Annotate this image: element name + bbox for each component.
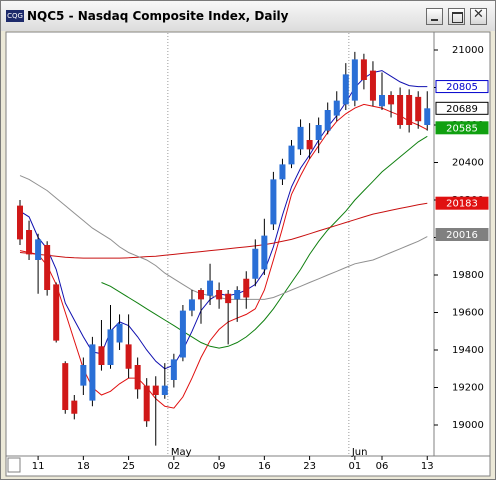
price-label-box: [435, 121, 489, 135]
month-label: May: [171, 447, 192, 458]
moving-average: [19, 103, 428, 409]
candle-body: [324, 110, 331, 131]
candle-body: [125, 344, 132, 369]
candle-body: [53, 284, 60, 341]
candle-body: [134, 365, 141, 390]
candle-body: [225, 293, 232, 304]
close-button[interactable]: ✕: [470, 7, 487, 25]
candle-body: [406, 95, 413, 125]
candle-body: [107, 329, 114, 365]
candle-body: [179, 310, 186, 358]
window-title: NQC5 - Nasdaq Composite Index, Daily: [27, 9, 289, 23]
candle-body: [116, 323, 123, 343]
y-tick-label: 19800: [452, 270, 484, 281]
price-label-box: [435, 228, 489, 241]
candle-body: [143, 385, 150, 422]
app-icon: CQG: [6, 10, 24, 22]
x-tick-label: 02: [167, 461, 180, 472]
corner-box[interactable]: [7, 457, 21, 473]
moving-average: [19, 202, 428, 259]
candle-body: [261, 235, 268, 270]
candle-body: [234, 290, 241, 300]
moving-average: [101, 135, 428, 349]
candle-body: [216, 290, 223, 300]
candle-body: [379, 95, 385, 107]
price-label: 20585: [446, 123, 478, 134]
candle-body: [424, 108, 431, 125]
candle-body: [98, 346, 105, 365]
x-tick-label: 23: [303, 461, 316, 472]
candle-body: [35, 239, 42, 260]
price-label-box: [435, 101, 489, 115]
moving-average: [19, 175, 428, 300]
minimize-button[interactable]: [426, 8, 443, 25]
candle-body: [369, 70, 376, 101]
x-tick-label: 01: [348, 461, 361, 472]
price-label: 20183: [446, 199, 478, 210]
x-tick-label: 11: [32, 461, 45, 472]
y-tick-label: 20400: [452, 158, 484, 169]
candle-body: [161, 385, 168, 395]
price-label: 20805: [446, 82, 478, 93]
candle-body: [360, 59, 367, 80]
maximize-button[interactable]: [448, 8, 465, 25]
price-label-box: [435, 80, 489, 94]
candle-body: [26, 230, 33, 255]
candle-body: [306, 140, 313, 150]
candle-body: [415, 96, 422, 122]
candle-body: [279, 164, 286, 180]
candle-body: [207, 280, 214, 296]
x-tick-label: 18: [77, 461, 90, 472]
candle-body: [198, 290, 204, 300]
candle-body: [388, 95, 395, 105]
candle-body: [342, 74, 349, 105]
x-tick-label: 09: [213, 461, 226, 472]
title-bar: CQG NQC5 - Nasdaq Composite Index, Daily…: [1, 1, 495, 31]
x-tick-label: 06: [376, 461, 389, 472]
candle-body: [288, 145, 295, 165]
candle-body: [252, 248, 259, 279]
candle-body: [17, 205, 23, 240]
candle-body: [80, 365, 87, 386]
candle-body: [315, 125, 322, 140]
y-tick-label: 19400: [452, 345, 484, 356]
candle-body: [270, 179, 277, 225]
candle-body: [243, 278, 250, 298]
candle-body: [170, 359, 177, 380]
candle-body: [297, 126, 304, 150]
candle-body: [333, 100, 340, 116]
y-tick-label: 21000: [452, 45, 484, 56]
candle-body: [62, 363, 69, 410]
price-label: 20689: [446, 104, 478, 115]
month-label: Jun: [351, 447, 368, 458]
moving-average: [19, 70, 428, 370]
candle-body: [188, 299, 195, 311]
x-tick-label: 16: [258, 461, 271, 472]
candle-body: [44, 245, 51, 290]
candle-body: [71, 400, 78, 414]
candle-body: [152, 385, 159, 395]
y-tick-label: 19000: [452, 420, 484, 431]
candle-body: [351, 59, 358, 101]
y-tick-label: 19200: [452, 383, 484, 394]
candle-body: [89, 344, 96, 401]
x-tick-label: 25: [122, 461, 135, 472]
price-label-box: [435, 196, 489, 210]
x-tick-label: 13: [421, 461, 434, 472]
price-label: 20016: [446, 230, 478, 241]
candle-body: [397, 95, 404, 125]
y-tick-label: 19600: [452, 308, 484, 319]
